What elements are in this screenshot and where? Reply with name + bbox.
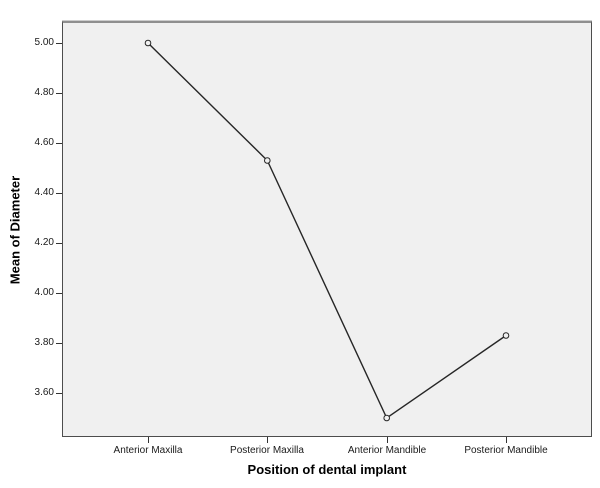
data-point-marker [144,39,152,47]
y-tick-mark [56,43,62,44]
y-tick-label: 5.00 [34,37,54,48]
x-tick-label: Posterior Maxilla [230,445,304,456]
x-tick-mark [267,437,268,443]
y-tick-mark [56,343,62,344]
y-tick-label: 3.60 [34,387,54,398]
y-tick-label: 4.00 [34,287,54,298]
x-axis-title: Position of dental implant [247,462,407,477]
y-tick-label: 4.80 [34,87,54,98]
x-tick-mark [506,437,507,443]
y-tick-mark [56,243,62,244]
x-tick-mark [387,437,388,443]
line-chart [144,39,510,422]
y-tick-mark [56,293,62,294]
y-tick-mark [56,93,62,94]
data-point-marker [264,157,271,164]
series-line [147,42,507,420]
x-tick-label: Posterior Mandible [464,445,548,456]
y-tick-label: 4.60 [34,137,54,148]
x-tick-mark [148,437,149,443]
data-point-marker [502,332,510,339]
x-tick-label: Anterior Maxilla [113,445,183,456]
y-tick-label: 3.80 [34,337,54,348]
y-tick-label: 4.20 [34,237,54,248]
plot-area [62,21,592,437]
y-tick-mark [56,193,62,194]
x-tick-label: Anterior Mandible [347,445,427,456]
y-tick-mark [56,393,62,394]
y-tick-label: 4.40 [34,187,54,198]
data-point-marker [383,414,391,422]
y-tick-mark [56,143,62,144]
